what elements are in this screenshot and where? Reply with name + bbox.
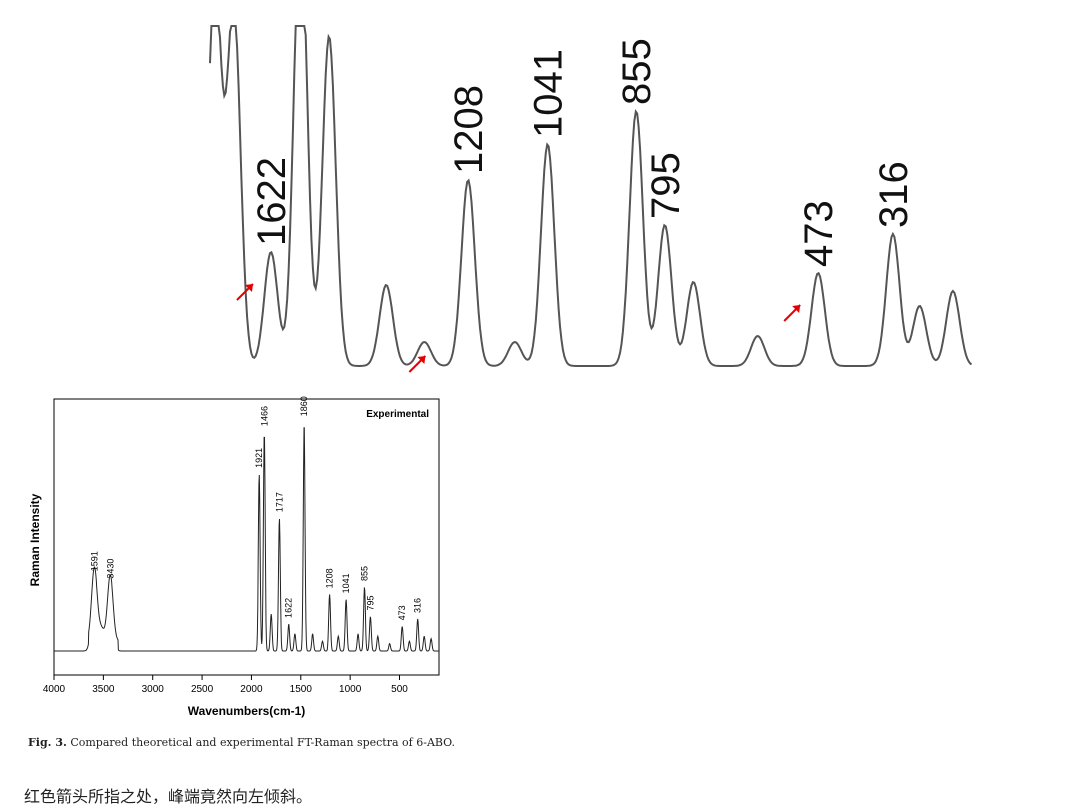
- note-text: 红色箭头所指之处，峰端竟然向左倾斜。: [24, 787, 313, 806]
- zoom-peak-label: 855: [615, 38, 659, 105]
- peak-label: 1921: [254, 448, 264, 468]
- peak-label: 855: [359, 566, 369, 581]
- zoom-peak-label: 1041: [527, 49, 571, 138]
- peak-label: 795: [365, 596, 375, 611]
- x-tick-label: 3500: [92, 684, 115, 695]
- peak-label: 1466: [259, 406, 269, 426]
- x-tick-label: 500: [391, 684, 408, 695]
- figure-caption-label: Fig. 3.: [28, 736, 67, 749]
- x-axis-label: Wavenumbers(cm-1): [188, 704, 306, 718]
- x-tick-label: 2500: [191, 684, 214, 695]
- zoom-spectrum-line: [209, 25, 973, 367]
- x-tick-label: 1500: [290, 684, 313, 695]
- spectrum-line: [54, 427, 439, 652]
- peak-label: 1591: [89, 551, 99, 571]
- peak-label: 1208: [325, 568, 335, 588]
- peak-label: 1622: [284, 598, 294, 618]
- zoom-peak-label: 795: [644, 152, 688, 219]
- zoom-peak-label: 473: [797, 200, 841, 267]
- x-tick-label: 1000: [339, 684, 362, 695]
- peak-label: 316: [413, 598, 423, 613]
- x-tick-label: 2000: [240, 684, 263, 695]
- peak-label: 1860: [299, 396, 309, 416]
- red-arrow: [236, 283, 254, 301]
- zoomed-spectrum: 1622 1208 1041 855 795 473 316: [209, 25, 973, 373]
- plot-frame: [53, 398, 440, 676]
- peak-label: 3430: [105, 559, 115, 579]
- figure-caption-text: Compared theoretical and experimental FT…: [70, 736, 456, 749]
- red-arrow: [408, 355, 427, 373]
- y-axis-label: Raman Intensity: [28, 493, 42, 586]
- figure-caption: Fig. 3. Compared theoretical and experim…: [28, 736, 455, 749]
- x-tick-label: 3000: [142, 684, 165, 695]
- chart-title: Experimental: [366, 409, 429, 420]
- zoom-peak-label: 316: [872, 161, 916, 228]
- peak-label: 1717: [274, 492, 284, 512]
- peak-label: 1041: [341, 573, 351, 593]
- zoom-peak-label: 1208: [447, 85, 491, 174]
- red-arrow: [783, 304, 801, 322]
- peak-label: 473: [397, 605, 407, 620]
- x-tick-label: 4000: [43, 684, 66, 695]
- experimental-raman-spectrum: 4000 3500 3000 2500 2000 1500 1000 500 Wavenumbe…: [28, 396, 440, 718]
- zoom-peak-label: 1622: [250, 157, 294, 246]
